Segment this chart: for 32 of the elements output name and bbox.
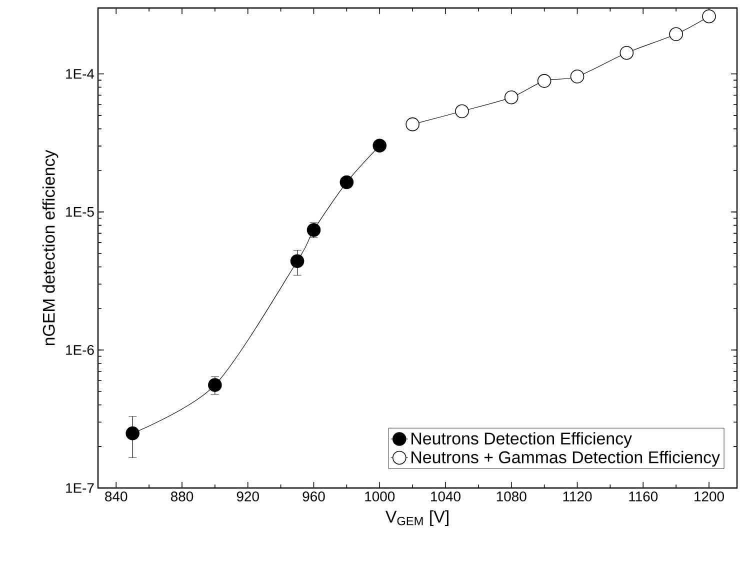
y-tick-label: 1E-4 — [66, 69, 94, 79]
point — [537, 74, 552, 88]
x-tick-label: 1120 — [563, 492, 592, 502]
legend-label: Neutrons Detection Efficiency — [412, 432, 632, 448]
x-tick-label: 1160 — [629, 492, 658, 502]
y-tick-label: 1E-7 — [66, 483, 94, 493]
x-axis-title: V$_{GEM}$ [V] — [385, 510, 448, 526]
point — [620, 46, 634, 60]
y-axis-title: nGEM detection efficiency — [42, 150, 58, 346]
point — [570, 70, 584, 84]
y-tick-label: 1E-5 — [66, 207, 94, 217]
x-tick-label: 1080 — [496, 492, 526, 502]
x-tick-label: 920 — [236, 492, 259, 502]
point — [372, 138, 387, 153]
x-tick-label: 1040 — [431, 492, 460, 502]
legend-label: Neutrons + Gammas Detection Efficiency — [412, 450, 720, 467]
x-tick-label: 960 — [302, 492, 325, 502]
point — [504, 90, 518, 104]
point — [306, 223, 321, 237]
point — [126, 426, 140, 440]
point — [406, 117, 420, 132]
x-tick-label: 880 — [170, 492, 194, 502]
point — [340, 175, 354, 190]
point — [669, 27, 683, 42]
point — [455, 104, 469, 118]
point — [208, 378, 222, 392]
y-tick-label: 1E-6 — [66, 345, 94, 355]
point — [702, 9, 716, 24]
x-tick-label: 840 — [105, 492, 128, 502]
x-tick-label: 1200 — [694, 492, 724, 502]
point — [290, 254, 304, 268]
x-tick-label: 1000 — [365, 492, 395, 502]
